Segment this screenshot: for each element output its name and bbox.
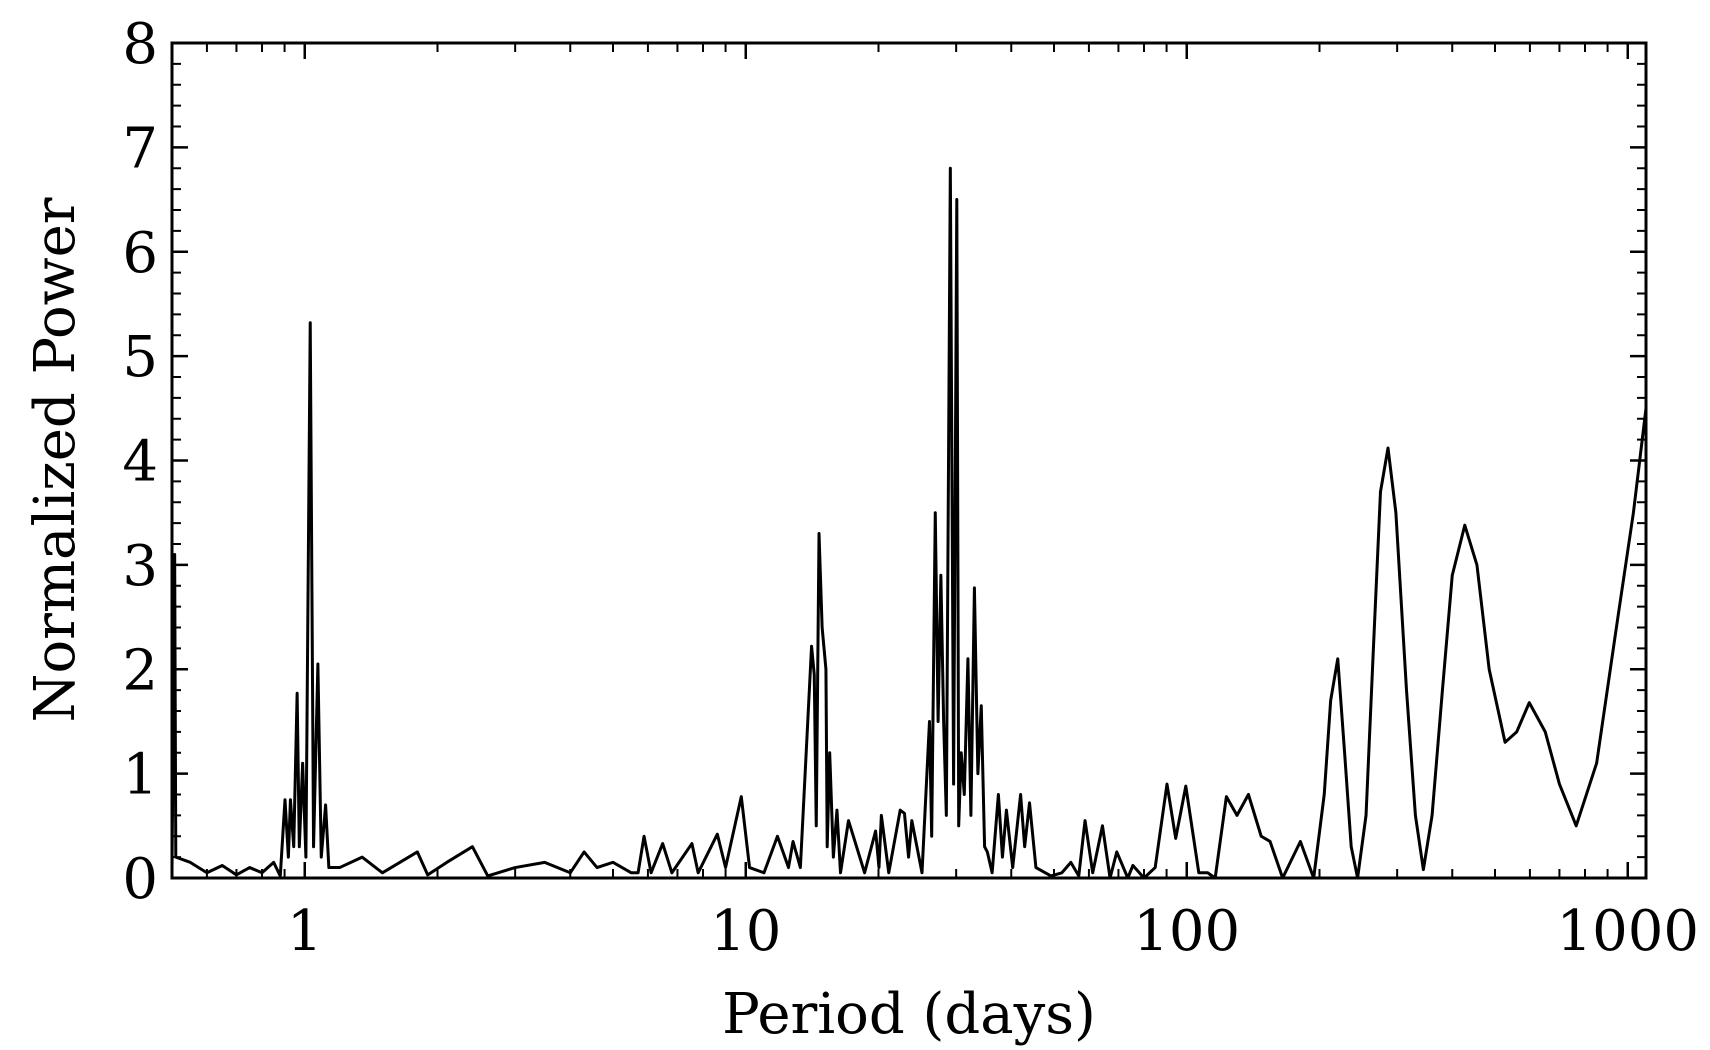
x-axis-label: Period (days) xyxy=(722,982,1096,1047)
x-tick-label: 100 xyxy=(1133,899,1240,964)
y-tick-label: 6 xyxy=(122,221,158,286)
y-tick-label: 1 xyxy=(122,743,158,808)
x-tick-label: 1 xyxy=(287,899,323,964)
x-tick-label: 1000 xyxy=(1556,899,1699,964)
y-tick-label: 0 xyxy=(122,847,158,912)
y-tick-label: 7 xyxy=(122,116,158,181)
y-tick-label: 2 xyxy=(122,638,158,703)
x-tick-label: 10 xyxy=(710,899,781,964)
y-tick-label: 4 xyxy=(122,430,158,495)
data-line xyxy=(170,166,1648,880)
y-tick-label: 5 xyxy=(122,325,158,390)
y-tick-label: 8 xyxy=(122,12,158,77)
y-tick-label: 3 xyxy=(122,534,158,599)
y-axis-label: Normalized Power xyxy=(23,197,88,722)
plot-frame xyxy=(170,41,1648,880)
